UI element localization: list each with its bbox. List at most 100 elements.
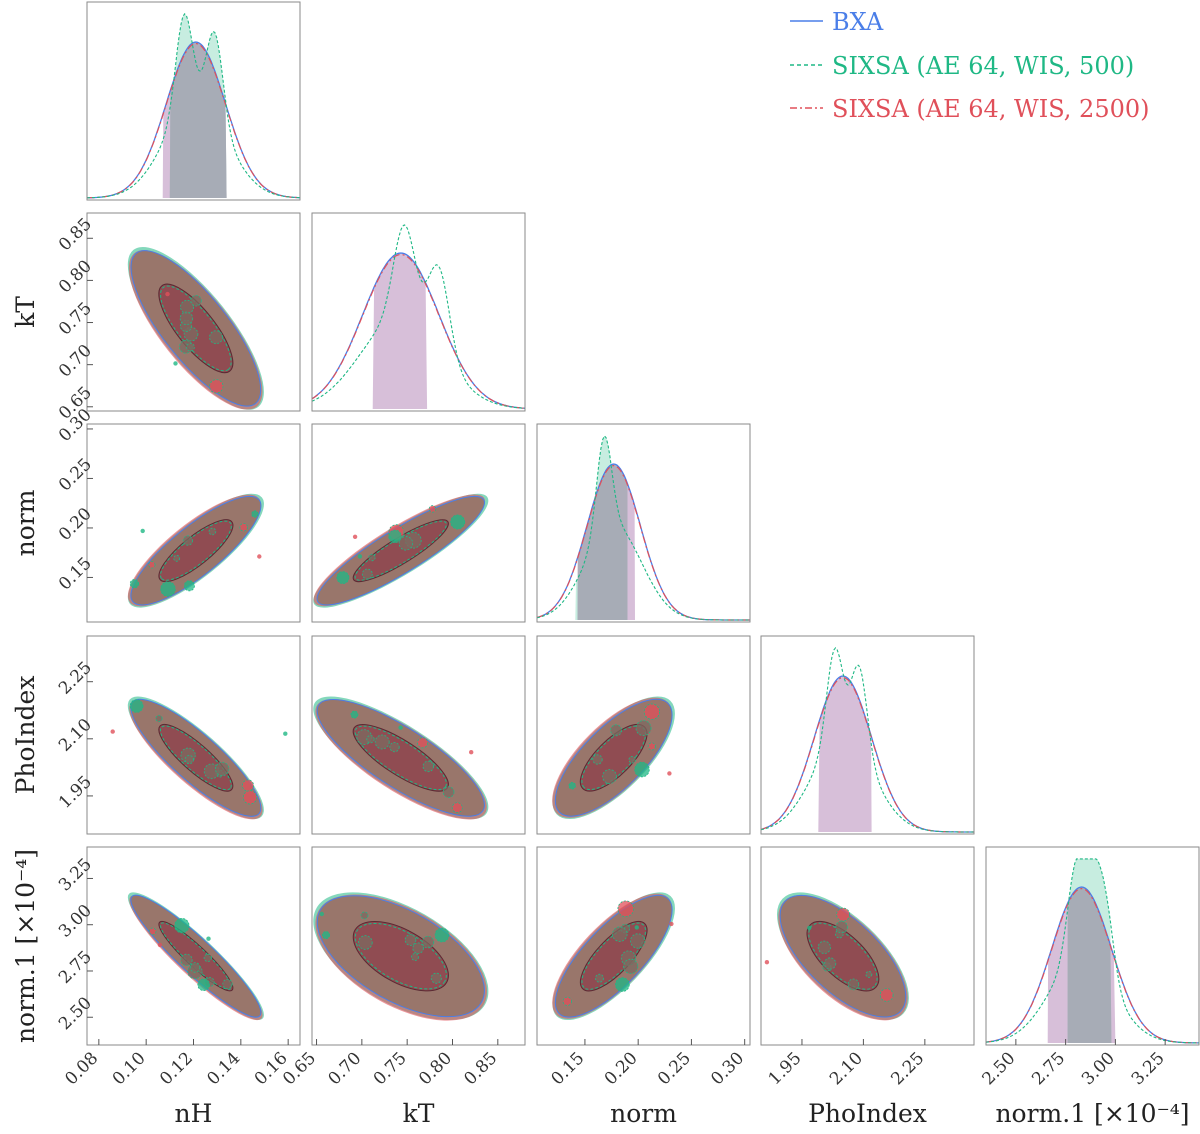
contour-blob xyxy=(635,720,652,736)
contour-blob xyxy=(197,978,210,992)
contour-blob xyxy=(595,973,604,983)
marginal-kT xyxy=(311,212,526,412)
contour-blob xyxy=(366,735,375,744)
contour-blob xyxy=(183,580,195,592)
credible-band-bxa xyxy=(818,676,872,832)
y-axis-label-kT: kT xyxy=(11,296,40,328)
contour-speck xyxy=(357,554,363,559)
panel-kT-vs-nH xyxy=(86,212,301,412)
contour-speck xyxy=(140,528,145,534)
curve-sixsa2500 xyxy=(536,464,750,621)
x-tick-label-kT: 0.70 xyxy=(324,1048,365,1089)
y-axis-label-norm: norm xyxy=(11,489,40,556)
x-tick-label-norm: 0.15 xyxy=(548,1048,589,1089)
x-tick-label-nH: 0.12 xyxy=(156,1048,197,1089)
x-tick-label-norm: 0.20 xyxy=(601,1048,642,1089)
contour-blob xyxy=(647,742,656,751)
contour-blob xyxy=(374,734,390,750)
x-tick-label-norm.1: 2.50 xyxy=(978,1048,1019,1089)
y-tick-label-PhoIndex: 2.10 xyxy=(55,715,96,756)
contour-blob xyxy=(592,754,603,765)
contour-blob xyxy=(634,761,650,778)
contour-blob xyxy=(430,972,442,984)
credible-band-overlap xyxy=(1067,887,1112,1043)
curve-sixsa2500 xyxy=(87,42,301,199)
contour-inner-sixsa500 xyxy=(160,285,232,372)
contour-blob xyxy=(562,996,572,1006)
credible-band-bxa xyxy=(372,253,428,409)
panel-norm-vs-nH xyxy=(86,423,301,623)
panel-norm.1-vs-PhoIndex xyxy=(760,846,975,1046)
y-tick-label-kT: 0.80 xyxy=(55,256,96,297)
contour-speck xyxy=(764,960,770,965)
marginal-PhoIndex xyxy=(760,635,975,835)
curve-sixsa2500 xyxy=(760,676,974,833)
contour-blob xyxy=(628,756,636,764)
contour-inner-sixsa500 xyxy=(354,725,447,791)
contour-blob xyxy=(847,978,860,991)
contour-blob xyxy=(630,933,646,949)
legend-label-sixsa2500: SIXSA (AE 64, WIS, 2500) xyxy=(832,95,1149,123)
x-axis-label-norm.1: norm.1 [×10⁻⁴] xyxy=(995,1099,1189,1128)
contour-blob xyxy=(442,786,455,798)
legend: BXA SIXSA (AE 64, WIS, 500) SIXSA (AE 64… xyxy=(790,8,1149,123)
x-tick-label-PhoIndex: 2.25 xyxy=(887,1048,928,1089)
panel-frame xyxy=(760,846,975,1046)
x-tick-label-norm.1: 3.25 xyxy=(1128,1048,1169,1089)
panel-frame-nH xyxy=(86,1,301,201)
y-tick-label-kT: 0.85 xyxy=(55,214,96,255)
contour-blob xyxy=(360,911,369,920)
contour-inner-sixsa500 xyxy=(159,725,232,791)
curve-sixsa500 xyxy=(760,647,974,833)
x-tick-label-PhoIndex: 2.10 xyxy=(826,1048,867,1089)
contour-inner-bxa xyxy=(352,920,449,992)
contour-blob xyxy=(190,295,202,307)
contour-speck xyxy=(173,361,178,366)
contour-blob xyxy=(421,935,435,949)
curve-sixsa500 xyxy=(311,224,526,409)
contour-blob xyxy=(174,917,190,934)
panel-PhoIndex-vs-norm xyxy=(536,635,751,835)
curve-sixsa500 xyxy=(536,434,750,621)
contour-blob xyxy=(388,529,402,544)
marginal-norm.1 xyxy=(985,846,1200,1046)
panel-PhoIndex-vs-nH xyxy=(86,635,301,835)
contour-blob xyxy=(617,900,635,918)
contour-blob xyxy=(215,761,230,777)
contour-blob xyxy=(321,931,330,940)
x-tick-label-kT: 0.80 xyxy=(415,1048,456,1089)
x-axis-label-PhoIndex: PhoIndex xyxy=(808,1099,927,1128)
panel-PhoIndex-vs-kT xyxy=(311,635,526,835)
contour-blob xyxy=(568,782,576,790)
curve-sixsa2500 xyxy=(985,887,1199,1044)
panel-norm.1-vs-kT xyxy=(311,846,526,1046)
curve-sixsa500 xyxy=(985,858,1199,1044)
contour-blob xyxy=(450,514,466,530)
contour-blob xyxy=(182,535,193,546)
panel-frame-PhoIndex xyxy=(760,635,975,835)
contour-blob xyxy=(180,953,193,967)
contour-blob xyxy=(817,940,831,954)
legend-label-sixsa500: SIXSA (AE 64, WIS, 500) xyxy=(832,52,1134,80)
panel-norm-vs-kT xyxy=(311,423,526,623)
contour-inner-bxa xyxy=(158,283,234,374)
contour-blob xyxy=(389,741,400,753)
contour-blob xyxy=(148,561,156,569)
contour-speck xyxy=(319,911,324,917)
contour-speck xyxy=(634,925,639,930)
contour-blob xyxy=(148,927,157,936)
y-tick-label-PhoIndex: 2.25 xyxy=(55,658,96,699)
x-tick-label-kT: 0.65 xyxy=(279,1048,320,1089)
x-tick-label-norm: 0.30 xyxy=(707,1048,748,1089)
contour-blob xyxy=(336,571,350,584)
x-tick-label-nH: 0.10 xyxy=(109,1048,150,1089)
curve-bxa xyxy=(985,886,1199,1044)
x-axis-label-kT: kT xyxy=(403,1099,435,1128)
contour-speck xyxy=(206,936,211,941)
x-tick-label-kT: 0.75 xyxy=(370,1048,411,1089)
contour-blob xyxy=(179,311,194,326)
contour-blob xyxy=(398,536,414,551)
contour-blob xyxy=(251,510,259,518)
contour-blob xyxy=(835,920,848,934)
